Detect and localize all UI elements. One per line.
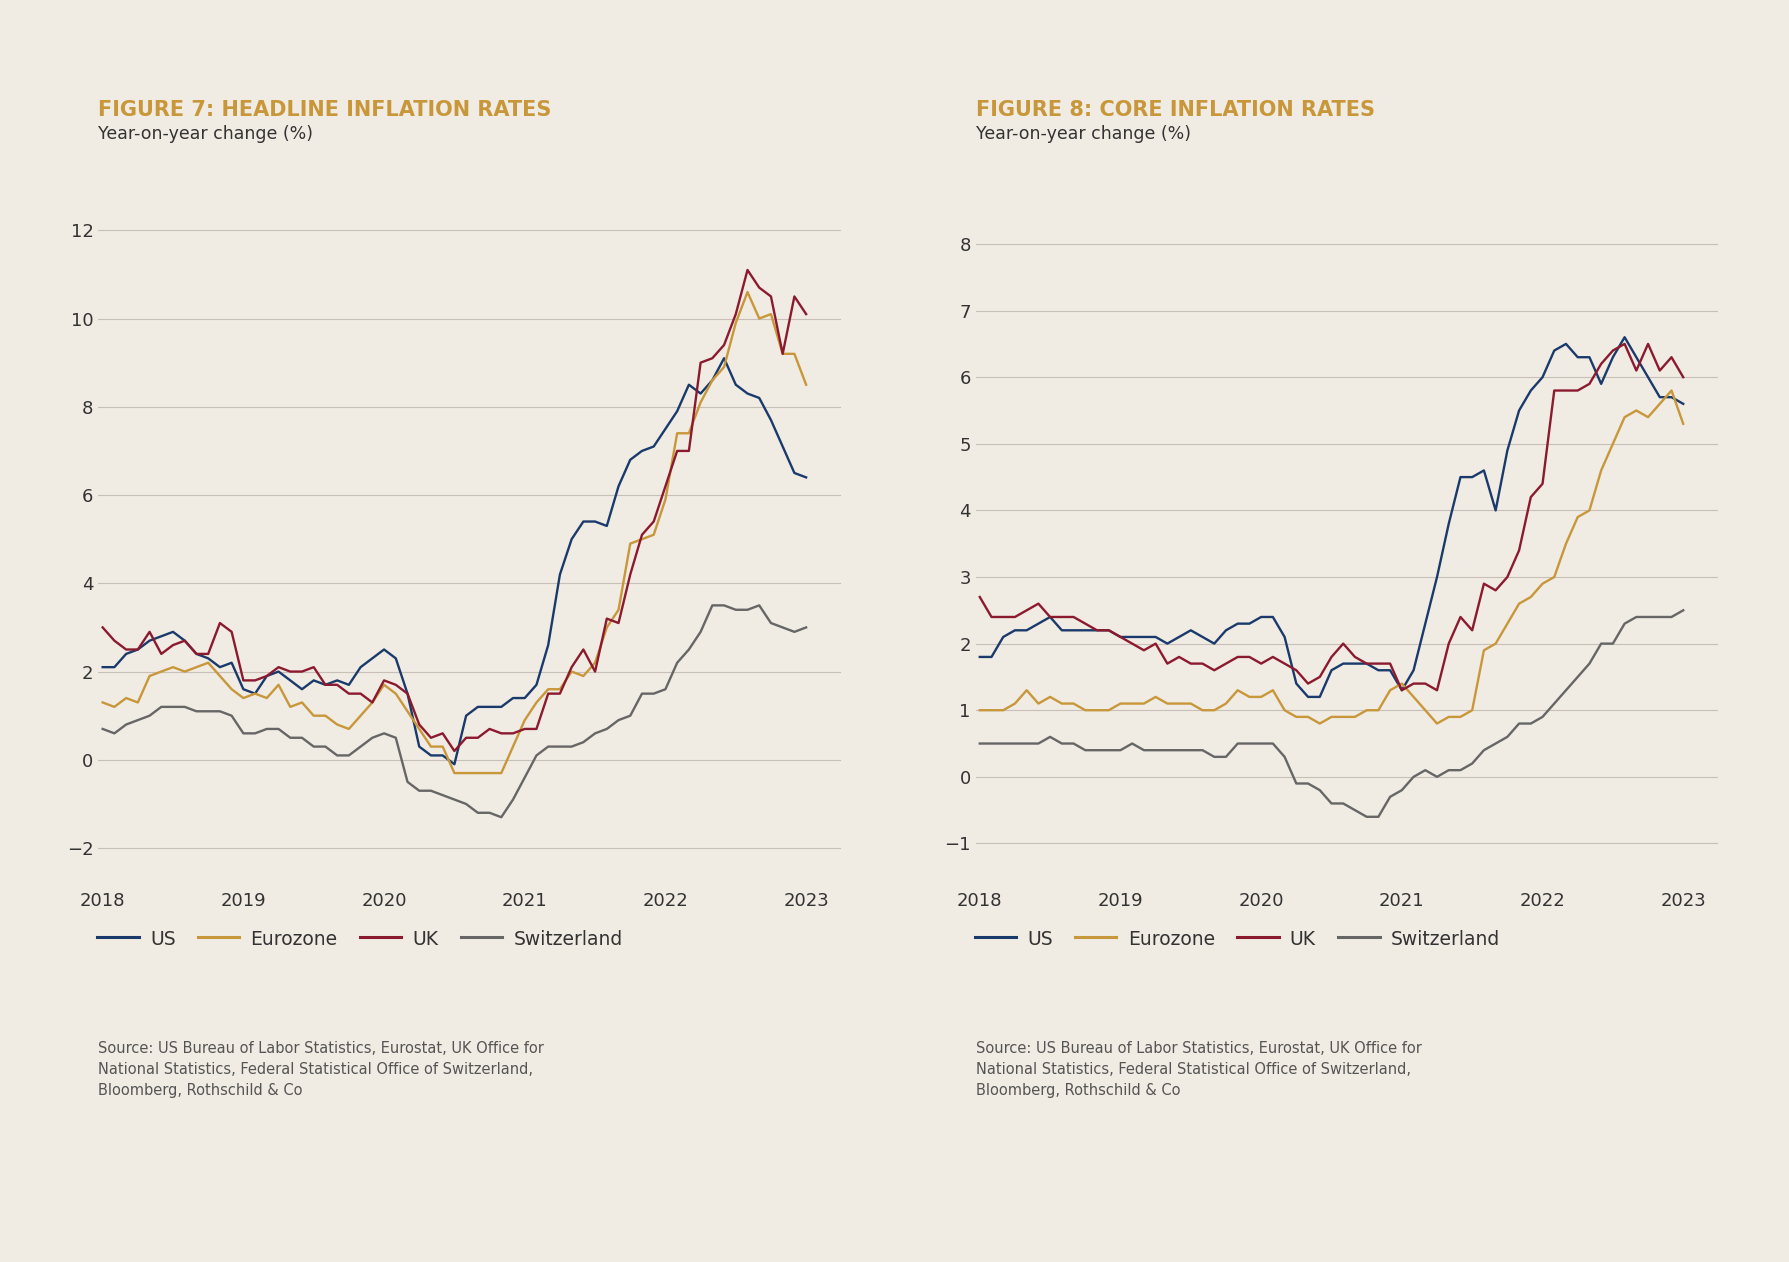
Text: FIGURE 7: HEADLINE INFLATION RATES: FIGURE 7: HEADLINE INFLATION RATES [98,100,551,120]
Legend: US, Eurozone, UK, Switzerland: US, Eurozone, UK, Switzerland [89,923,630,957]
Text: FIGURE 8: CORE INFLATION RATES: FIGURE 8: CORE INFLATION RATES [975,100,1374,120]
Legend: US, Eurozone, UK, Switzerland: US, Eurozone, UK, Switzerland [966,923,1506,957]
Text: Year-on-year change (%): Year-on-year change (%) [98,125,313,143]
Text: Source: US Bureau of Labor Statistics, Eurostat, UK Office for
National Statisti: Source: US Bureau of Labor Statistics, E… [975,1041,1420,1098]
Text: Year-on-year change (%): Year-on-year change (%) [975,125,1190,143]
Text: Source: US Bureau of Labor Statistics, Eurostat, UK Office for
National Statisti: Source: US Bureau of Labor Statistics, E… [98,1041,544,1098]
